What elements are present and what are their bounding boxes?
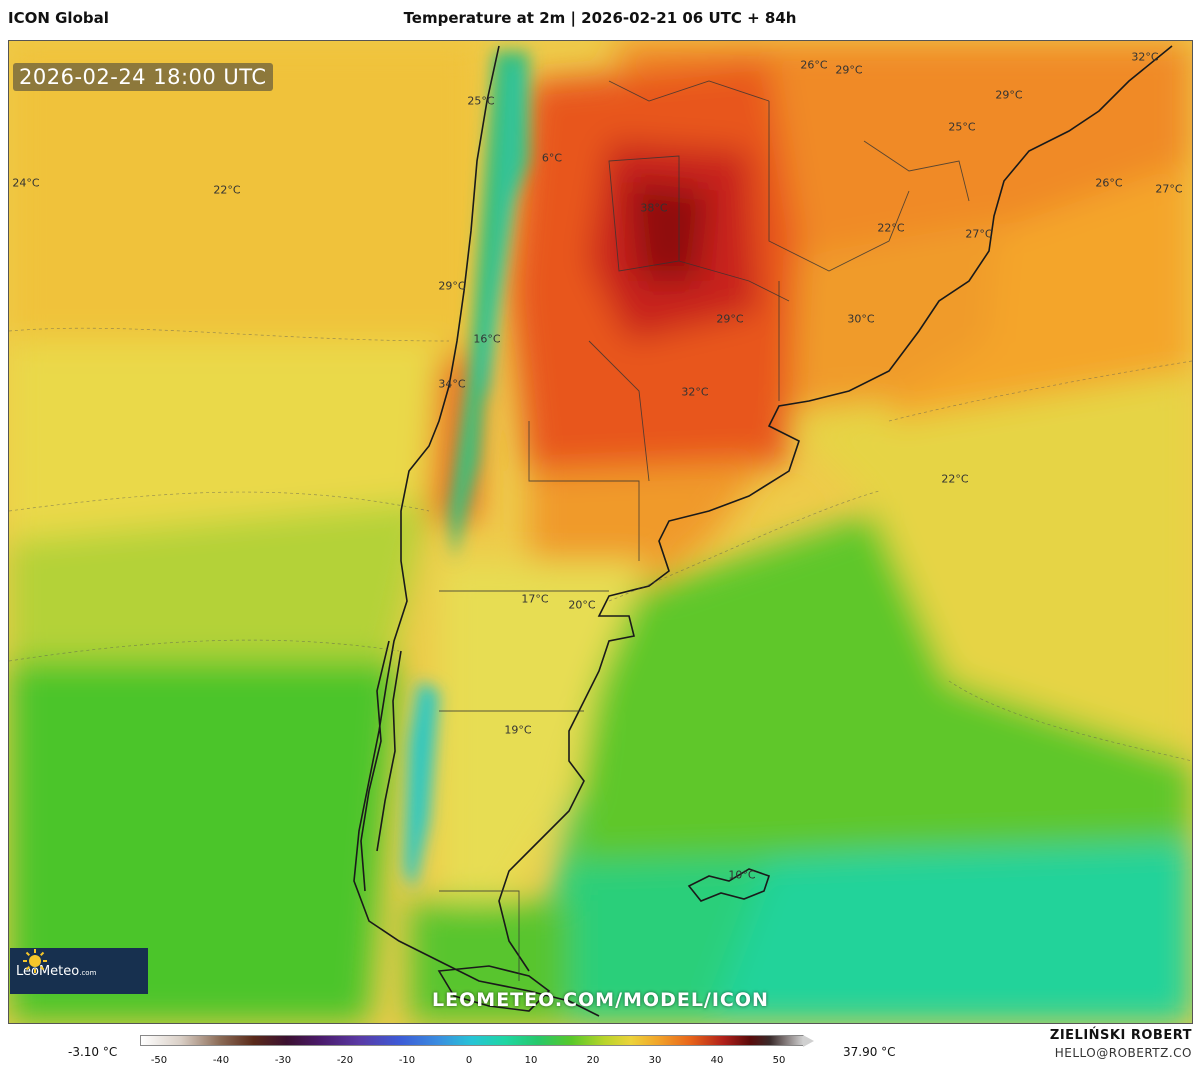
temp-label: 24°C — [12, 176, 40, 190]
temp-label: 6°C — [541, 151, 563, 165]
temp-label: 29°C — [438, 279, 466, 293]
header-bar: ICON Global Temperature at 2m | 2026-02-… — [0, 0, 1200, 38]
temp-label: 27°C — [965, 227, 993, 241]
temp-label: 20°C — [568, 598, 596, 612]
temp-label: 22°C — [213, 183, 241, 197]
map-graphic — [9, 41, 1192, 1023]
temp-label: 26°C — [800, 58, 828, 72]
credit-email[interactable]: HELLO@ROBERTZ.CO — [1054, 1046, 1192, 1060]
temp-label: 22°C — [877, 221, 905, 235]
temp-label: 25°C — [467, 94, 495, 108]
legend-tick: -10 — [398, 1055, 416, 1066]
isotherms — [9, 327, 1192, 762]
legend-color-bar — [140, 1035, 804, 1046]
logo-suffix: .com — [79, 968, 97, 977]
borders — [439, 80, 970, 981]
color-legend: -3.10 °C 37.90 °C -50 -40 -30 -20 -10 0 … — [0, 1028, 1200, 1066]
legend-tick: -20 — [336, 1055, 354, 1066]
temperature-map[interactable]: 2026-02-24 18:00 UTC 25°C 6°C 24°C 22°C … — [8, 40, 1193, 1024]
temp-label: 17°C — [521, 592, 549, 606]
temp-label: 38°C — [640, 201, 668, 215]
legend-arrow-left — [129, 1035, 140, 1047]
legend-min: -3.10 °C — [68, 1045, 118, 1059]
temp-label: 19°C — [504, 723, 532, 737]
andes-cold-band — [404, 51, 529, 891]
temp-label: 34°C — [438, 377, 466, 391]
logo-text: LeoMeteo.com — [16, 964, 96, 979]
legend-tick: 20 — [586, 1055, 600, 1066]
sun-icon — [23, 949, 47, 973]
temp-label: 16°C — [473, 332, 501, 346]
legend-tick: -50 — [150, 1055, 168, 1066]
valid-time-badge: 2026-02-24 18:00 UTC — [13, 63, 273, 91]
temp-label: 29°C — [835, 63, 863, 77]
temp-label: 25°C — [948, 120, 976, 134]
temp-label: 22°C — [941, 472, 969, 486]
temp-label: 30°C — [847, 312, 875, 326]
legend-tick: 50 — [772, 1055, 786, 1066]
temp-label: 32°C — [681, 385, 709, 399]
legend-tick: -30 — [274, 1055, 292, 1066]
model-name: ICON Global — [8, 9, 109, 27]
leometeo-logo[interactable]: LeoMeteo.com — [10, 948, 148, 994]
map-title: Temperature at 2m | 2026-02-21 06 UTC + … — [403, 9, 797, 27]
temperature-field — [9, 41, 1192, 1023]
legend-max: 37.90 °C — [843, 1045, 896, 1059]
logo-name: LeoMeteo — [16, 963, 80, 979]
legend-tick: -40 — [212, 1055, 230, 1066]
coastlines — [353, 45, 1173, 1017]
temp-label: 26°C — [1095, 176, 1123, 190]
model-url[interactable]: LEOMETEO.COM/MODEL/ICON — [432, 989, 769, 1011]
legend-arrow-right — [803, 1035, 814, 1047]
legend-tick: 40 — [710, 1055, 724, 1066]
temp-label: 27°C — [1155, 182, 1183, 196]
temp-label: 29°C — [716, 312, 744, 326]
legend-tick: 10 — [524, 1055, 538, 1066]
temp-label: 10°C — [728, 868, 756, 882]
legend-tick: 0 — [465, 1055, 473, 1066]
credit-name: ZIELIŃSKI ROBERT — [1049, 1028, 1192, 1043]
legend-tick: 30 — [648, 1055, 662, 1066]
temp-label: 32°C — [1131, 50, 1159, 64]
temp-label: 29°C — [995, 88, 1023, 102]
